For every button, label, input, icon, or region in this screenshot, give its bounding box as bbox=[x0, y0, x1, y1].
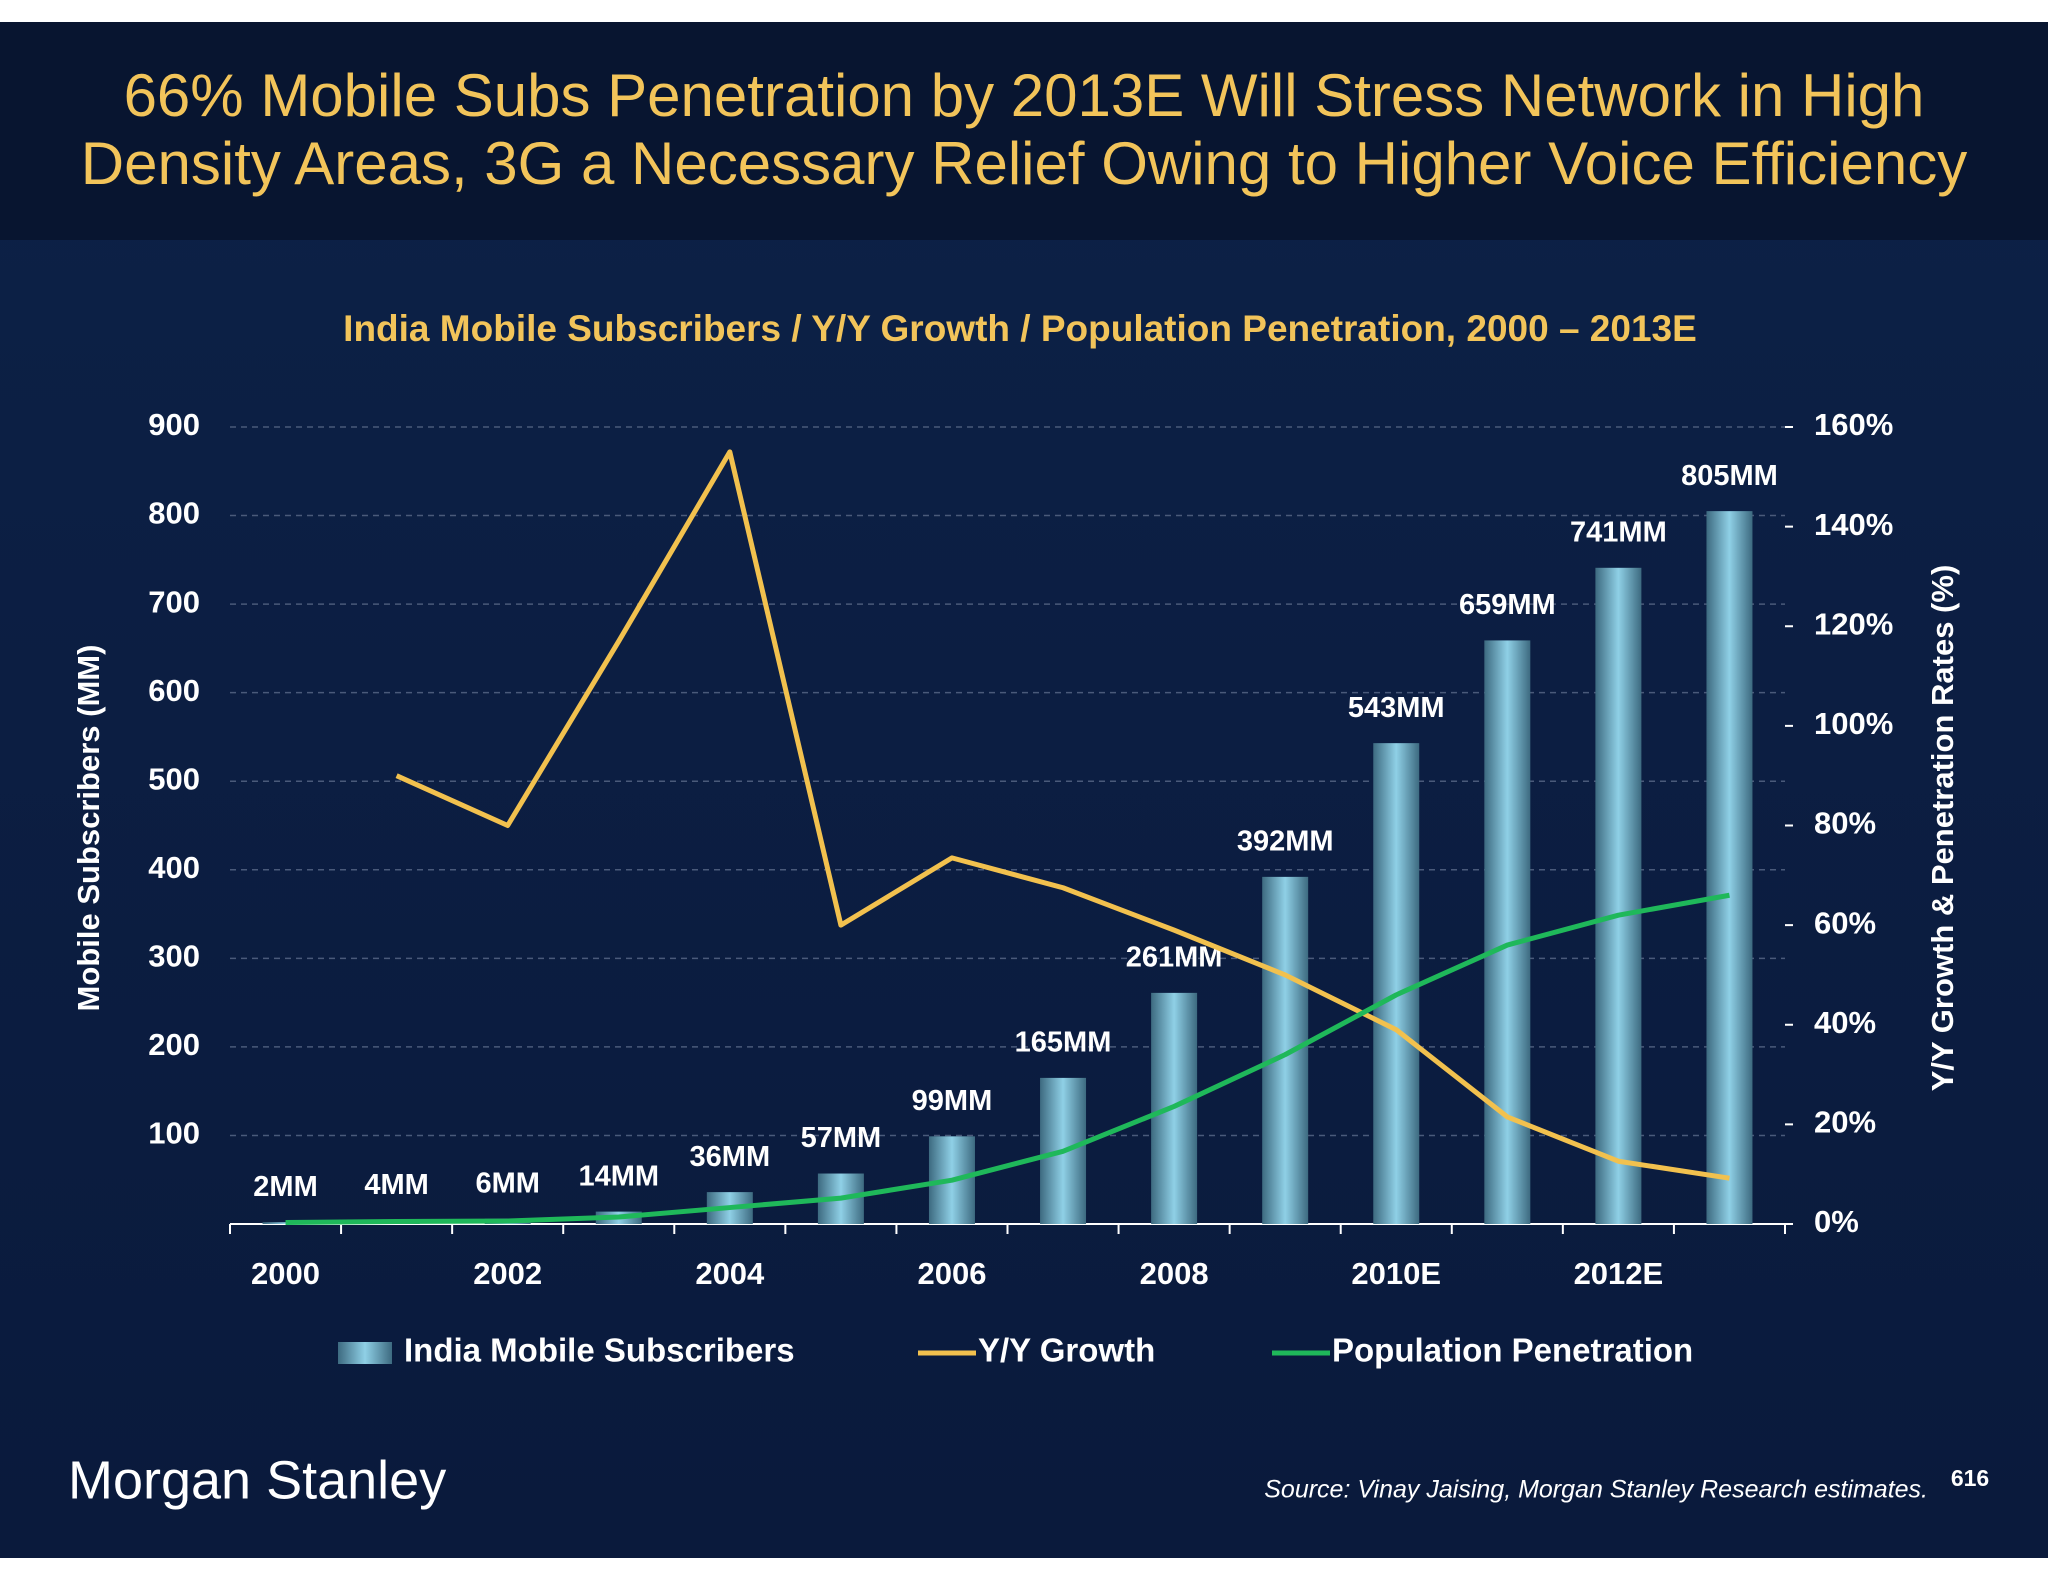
data-label: 741MM bbox=[1570, 516, 1667, 548]
y2-tick-label: 40% bbox=[1814, 1005, 1876, 1040]
bar bbox=[262, 1222, 309, 1224]
y2-tick-label: 60% bbox=[1814, 905, 1876, 940]
data-label: 261MM bbox=[1126, 942, 1223, 974]
legend-label: Population Penetration bbox=[1332, 1332, 1693, 1369]
logo: Morgan Stanley bbox=[68, 1450, 446, 1510]
legend-label: India Mobile Subscribers bbox=[404, 1332, 795, 1369]
title-band bbox=[0, 22, 2048, 240]
y2-tick-label: 100% bbox=[1814, 706, 1893, 741]
page-number: 616 bbox=[1951, 1465, 1989, 1491]
data-label: 57MM bbox=[801, 1122, 882, 1154]
data-label: 805MM bbox=[1681, 460, 1778, 492]
data-label: 36MM bbox=[690, 1141, 771, 1173]
legend-label: Y/Y Growth bbox=[978, 1332, 1155, 1369]
x-tick-label: 2000 bbox=[251, 1256, 320, 1291]
y2-tick-label: 0% bbox=[1814, 1204, 1859, 1239]
bar bbox=[1373, 743, 1420, 1224]
data-label: 2MM bbox=[253, 1171, 317, 1203]
y-tick-label: 600 bbox=[148, 673, 200, 708]
y-tick-label: 300 bbox=[148, 939, 200, 974]
x-tick-label: 2010E bbox=[1351, 1256, 1441, 1291]
data-label: 14MM bbox=[578, 1160, 659, 1192]
y-tick-label: 700 bbox=[148, 584, 200, 619]
y-tick-label: 400 bbox=[148, 850, 200, 885]
y2-tick-label: 80% bbox=[1814, 806, 1876, 841]
y-tick-label: 800 bbox=[148, 496, 200, 531]
x-tick-label: 2006 bbox=[917, 1256, 986, 1291]
bar bbox=[1484, 640, 1531, 1224]
y2-axis-label: Y/Y Growth & Penetration Rates (%) bbox=[1925, 565, 1960, 1092]
x-tick-label: 2012E bbox=[1574, 1256, 1664, 1291]
y-tick-label: 500 bbox=[148, 761, 200, 796]
data-label: 4MM bbox=[364, 1169, 428, 1201]
slide-title: 66% Mobile Subs Penetration by 2013E Wil… bbox=[124, 62, 1925, 129]
x-tick-label: 2002 bbox=[473, 1256, 542, 1291]
y2-tick-label: 20% bbox=[1814, 1105, 1876, 1140]
source-note: Source: Vinay Jaising, Morgan Stanley Re… bbox=[1264, 1476, 1928, 1504]
bar bbox=[1595, 567, 1642, 1224]
bar bbox=[1706, 511, 1753, 1224]
y-tick-label: 900 bbox=[148, 407, 200, 442]
bar bbox=[1262, 876, 1309, 1224]
legend-swatch bbox=[338, 1342, 392, 1364]
line bbox=[395, 449, 1730, 1181]
x-tick-label: 2008 bbox=[1140, 1256, 1209, 1291]
data-label: 165MM bbox=[1015, 1027, 1112, 1059]
chart-title: India Mobile Subscribers / Y/Y Growth / … bbox=[343, 308, 1697, 349]
y-axis-label: Mobile Subscribers (MM) bbox=[71, 645, 106, 1012]
data-label: 6MM bbox=[475, 1167, 539, 1199]
data-label: 543MM bbox=[1348, 692, 1445, 724]
data-label: 99MM bbox=[912, 1085, 993, 1117]
y2-tick-label: 120% bbox=[1814, 606, 1893, 641]
line bbox=[285, 892, 1730, 1226]
y-tick-label: 100 bbox=[148, 1116, 200, 1151]
data-label: 392MM bbox=[1237, 826, 1334, 858]
x-tick-label: 2004 bbox=[695, 1256, 765, 1291]
y-tick-label: 200 bbox=[148, 1027, 200, 1062]
slide-title: Density Areas, 3G a Necessary Relief Owi… bbox=[81, 130, 1967, 197]
y2-tick-label: 160% bbox=[1814, 407, 1893, 442]
y2-tick-label: 140% bbox=[1814, 507, 1893, 542]
data-label: 659MM bbox=[1459, 589, 1556, 621]
